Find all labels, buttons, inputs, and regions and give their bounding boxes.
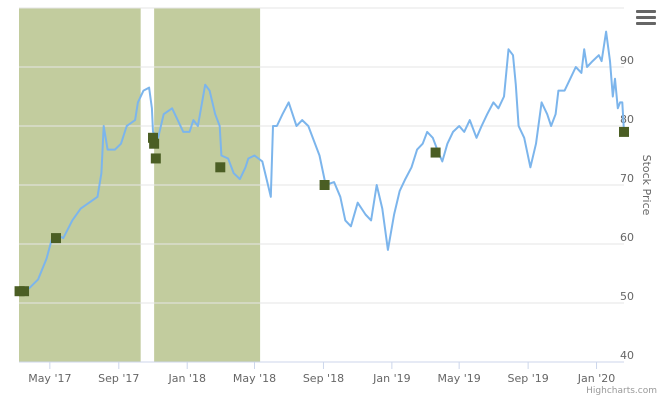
signal-markers [14, 126, 629, 297]
signal-marker [215, 162, 226, 173]
signal-marker [619, 126, 629, 137]
y-tick-label: 50 [620, 290, 634, 303]
signal-marker [19, 286, 30, 297]
signal-marker [148, 132, 159, 143]
x-tick-label: May '19 [438, 372, 481, 385]
signal-marker [319, 180, 330, 190]
x-tick-label: Jan '18 [167, 372, 205, 385]
x-axis: May '17 Sep '17 Jan '18 May '18 Sep '18 Jan '… [19, 361, 624, 385]
y-axis-title: Stock Price [640, 155, 653, 216]
signal-marker [430, 147, 441, 158]
x-tick-label: Sep '19 [507, 372, 548, 385]
x-tick-label: Jan '20 [577, 372, 615, 385]
x-tick-label: Jan '19 [372, 372, 410, 385]
x-tick-label: May '17 [28, 372, 71, 385]
signal-marker [150, 153, 161, 164]
y-tick-label: 60 [620, 231, 634, 244]
x-tick-label: Sep '18 [303, 372, 344, 385]
x-tick-label: May '18 [233, 372, 276, 385]
y-tick-label: 70 [620, 172, 634, 185]
signal-marker [51, 233, 62, 244]
signal-marker [149, 138, 160, 149]
credits-link[interactable]: Highcharts.com [586, 386, 657, 396]
y-tick-label: 90 [620, 54, 634, 67]
price-series [18, 30, 625, 293]
price-line [18, 30, 625, 293]
hamburger-menu-icon[interactable] [636, 10, 656, 28]
y-tick-label: 40 [620, 349, 634, 362]
x-tick-label: Sep '17 [98, 372, 139, 385]
